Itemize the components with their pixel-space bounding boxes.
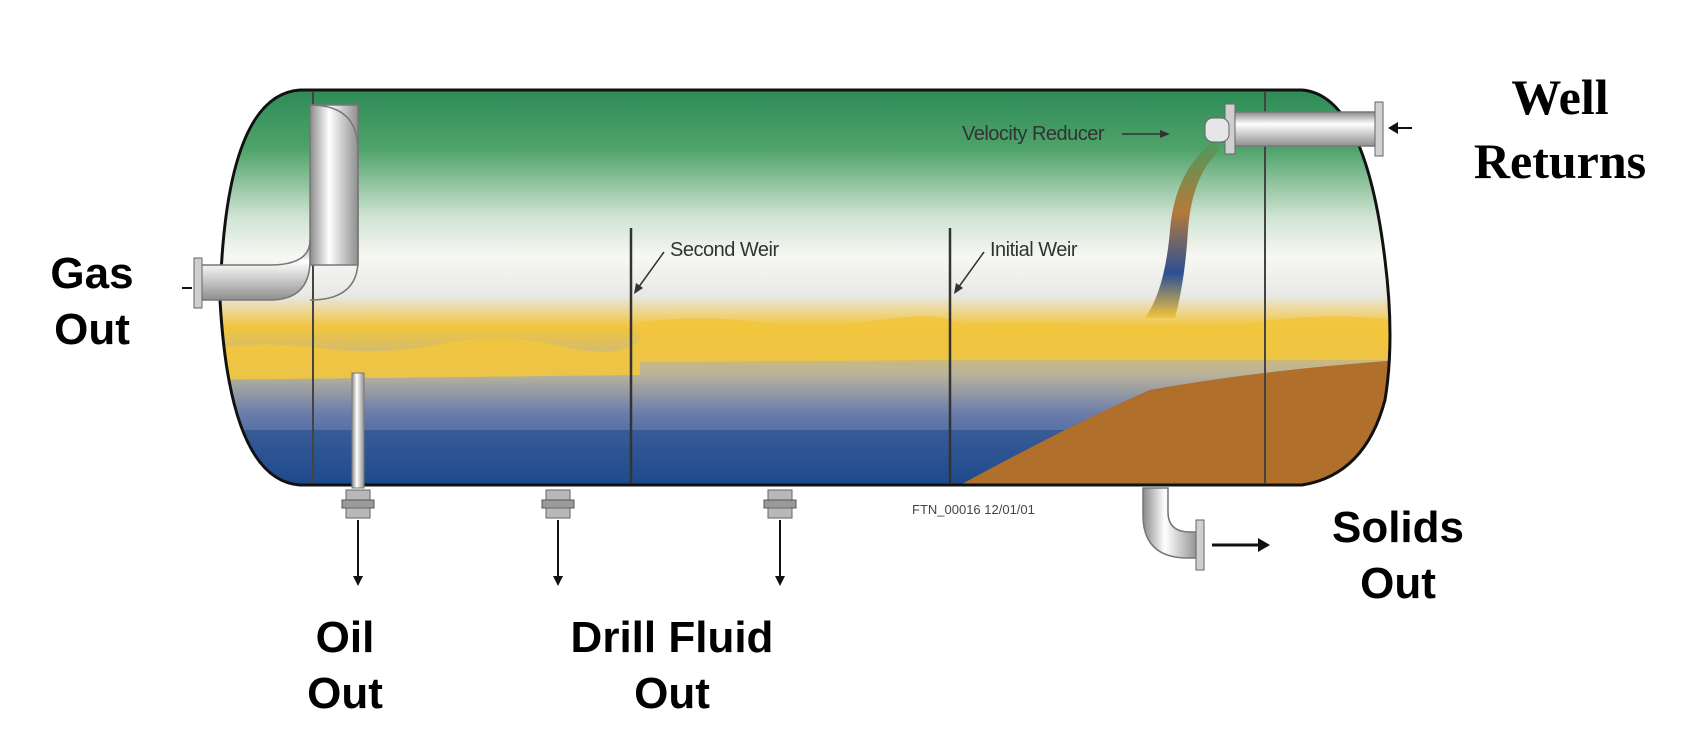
- svg-text:Out: Out: [634, 669, 710, 718]
- svg-text:Out: Out: [1360, 559, 1436, 608]
- svg-text:Solids: Solids: [1332, 503, 1464, 552]
- velocity-reducer-device: [1204, 117, 1230, 143]
- svg-text:Returns: Returns: [1474, 133, 1646, 189]
- svg-text:Well: Well: [1511, 69, 1608, 125]
- velocity-reducer-label: Velocity Reducer: [962, 123, 1105, 145]
- drill-fluid-outlet-1: [541, 489, 575, 586]
- oil-out-label: Oil Out: [307, 613, 383, 718]
- separator-vessel: [218, 88, 1392, 487]
- svg-text:Oil: Oil: [316, 613, 375, 662]
- oil-layer-right: [960, 316, 1390, 360]
- svg-text:Drill Fluid: Drill Fluid: [571, 613, 774, 662]
- well-returns-arrowhead: [1388, 122, 1398, 134]
- svg-text:Out: Out: [54, 305, 130, 354]
- drill-fluid-outlet-2: [763, 489, 797, 586]
- velocity-reducer-annotation: Velocity Reducer: [962, 123, 1170, 145]
- solids-out-arrowhead: [1258, 538, 1270, 552]
- svg-text:Gas: Gas: [50, 249, 133, 298]
- oil-layer-left: [220, 338, 640, 380]
- well-returns-label: Well Returns: [1474, 69, 1646, 189]
- second-weir-label: Second Weir: [670, 239, 779, 261]
- initial-weir-label: Initial Weir: [990, 239, 1078, 261]
- solids-outlet-pipe: [1142, 487, 1270, 571]
- gas-outlet-pipe: [182, 104, 359, 309]
- vessel-outline: [218, 88, 1392, 487]
- well-returns-inlet-pipe: [1204, 101, 1412, 157]
- second-weir-annotation: Second Weir: [634, 239, 780, 294]
- solids-out-label: Solids Out: [1332, 503, 1464, 608]
- oil-outlet: [341, 372, 375, 586]
- vessel-fill: [220, 90, 1390, 485]
- drill-fluid-out-label: Drill Fluid Out: [571, 613, 774, 718]
- gas-out-label: Gas Out: [50, 249, 133, 354]
- drawing-id: FTN_00016 12/01/01: [912, 502, 1035, 517]
- solids-bed: [960, 360, 1390, 485]
- oil-layer-middle: [640, 316, 960, 362]
- inlet-stream: [1145, 140, 1220, 318]
- initial-weir-annotation: Initial Weir: [954, 239, 1078, 294]
- svg-text:Out: Out: [307, 669, 383, 718]
